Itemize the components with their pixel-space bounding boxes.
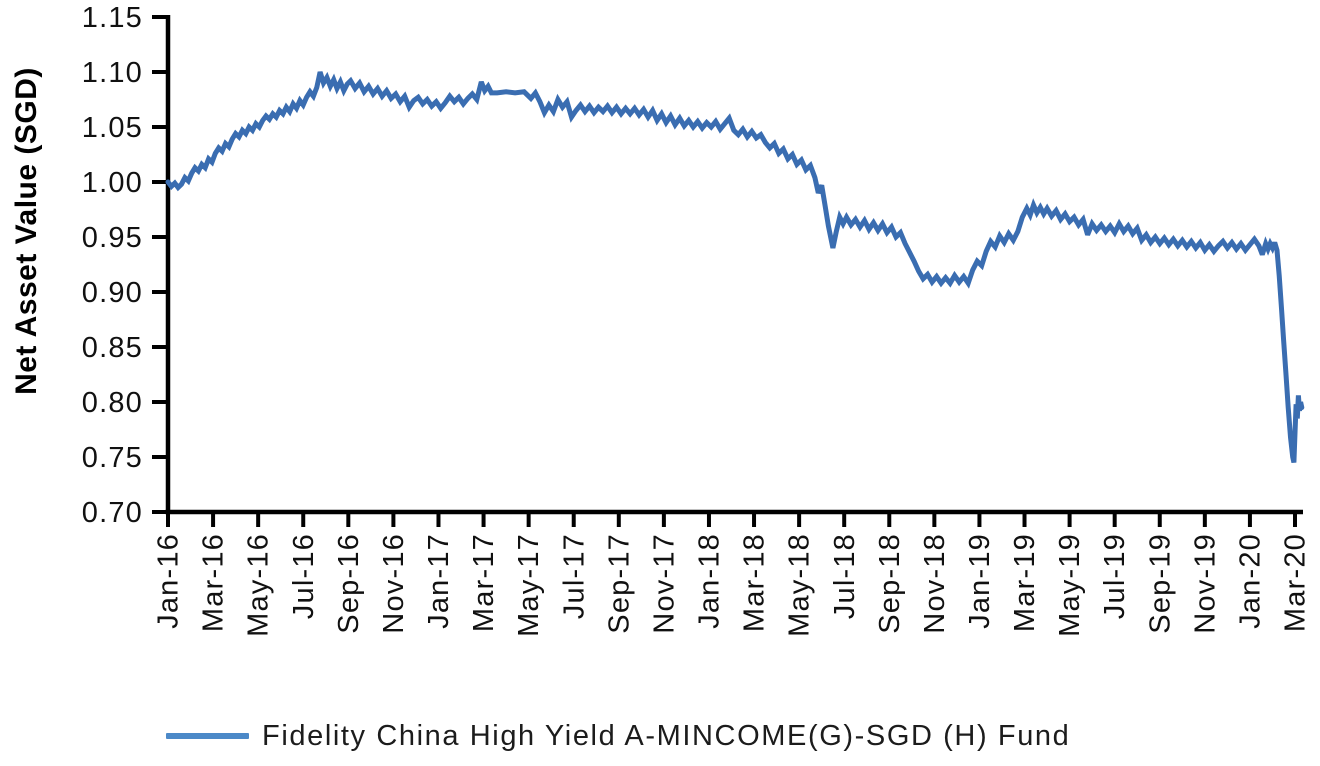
x-tick-label: Jan-18 — [694, 533, 726, 629]
x-tick-label: Sep-19 — [1144, 533, 1176, 634]
x-tick-label: Nov-17 — [648, 533, 680, 634]
y-tick-label: 1.00 — [82, 167, 143, 199]
x-tick-label: Sep-16 — [333, 533, 365, 634]
x-tick-label: Nov-16 — [378, 533, 410, 634]
legend: Fidelity China High Yield A-MINCOME(G)-S… — [166, 718, 1070, 754]
y-tick-label: 0.85 — [82, 332, 143, 364]
y-tick-label: 0.90 — [82, 277, 143, 309]
x-tick-label: May-16 — [243, 533, 275, 637]
x-tick-label: May-19 — [1054, 533, 1086, 637]
x-tick-label: May-18 — [784, 533, 816, 637]
x-tick-label: Sep-17 — [603, 533, 635, 634]
x-tick-label: Nov-19 — [1189, 533, 1221, 634]
legend-line-swatch — [166, 733, 249, 739]
x-tick-label: Jan-17 — [423, 533, 455, 629]
y-tick-label: 1.05 — [82, 112, 143, 144]
x-tick-label: Mar-16 — [198, 533, 230, 632]
y-tick-label: 0.70 — [82, 497, 143, 529]
x-tick-label: Nov-18 — [919, 533, 951, 634]
legend-label: Fidelity China High Yield A-MINCOME(G)-S… — [262, 719, 1071, 752]
x-tick-label: Mar-18 — [739, 533, 771, 632]
x-tick-label: Mar-19 — [1009, 533, 1041, 632]
nav-line-series — [165, 71, 1305, 464]
y-tick-label: 0.95 — [82, 222, 143, 254]
x-tick-label: Jul-18 — [829, 533, 861, 619]
y-tick-label: 0.75 — [82, 442, 143, 474]
x-tick-label: Jul-17 — [558, 533, 590, 619]
x-tick-label: Jan-20 — [1234, 533, 1266, 629]
y-tick-label: 1.15 — [82, 2, 143, 34]
x-tick-label: Mar-17 — [468, 533, 500, 632]
x-tick-label: Jul-19 — [1099, 533, 1131, 619]
x-tick-label: Jan-19 — [964, 533, 996, 629]
x-tick-label: Sep-18 — [874, 533, 906, 634]
y-axis-title: Net Asset Value (SGD) — [10, 67, 43, 395]
x-tick-label: Jul-16 — [288, 533, 320, 619]
x-tick-label: May-17 — [513, 533, 545, 637]
x-tick-label: Mar-20 — [1280, 533, 1312, 632]
y-tick-label: 1.10 — [82, 57, 143, 89]
x-tick-label: Jan-16 — [153, 533, 185, 629]
y-tick-label: 0.80 — [82, 387, 143, 419]
